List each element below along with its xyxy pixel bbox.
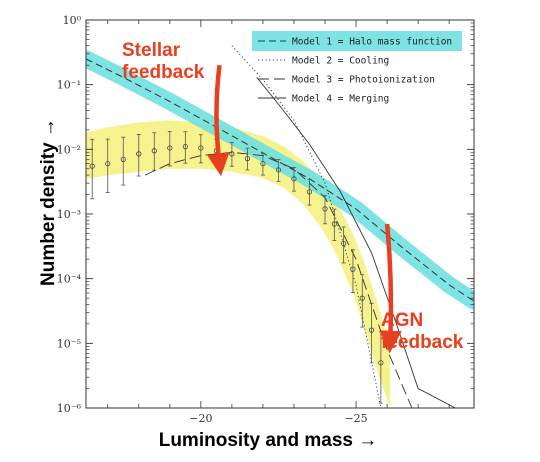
data-point — [151, 148, 157, 154]
data-point — [322, 206, 328, 212]
y-tick-label: 10⁻² — [57, 143, 81, 156]
annotation-arrow — [379, 223, 402, 354]
data-point — [198, 145, 204, 151]
data-point — [182, 144, 188, 150]
data-point — [136, 151, 142, 157]
y-tick-label: 10⁻⁶ — [57, 402, 82, 415]
series-line-3 — [144, 151, 413, 408]
data-point — [306, 189, 313, 195]
data-point — [378, 360, 384, 366]
y-axis-title: Number density → — [38, 118, 59, 286]
x-tick-label: −25 — [344, 412, 367, 425]
y-tick-label: 10⁻⁴ — [57, 273, 82, 286]
annotation-label: Stellar — [122, 40, 181, 61]
series-line-1 — [86, 58, 474, 302]
data-point — [341, 240, 347, 247]
legend-label: Model 3 = Photoionization — [292, 75, 435, 86]
data-point — [368, 327, 375, 333]
x-axis-title: Luminosity and mass → — [159, 430, 378, 451]
data-point — [359, 295, 365, 301]
series-line-4 — [256, 77, 456, 408]
axes: −20 −25 10⁰ 10⁻¹ 10⁻² 10⁻³ 10⁻⁴ 10⁻⁵ 10⁻⁶ — [57, 14, 475, 425]
data-point — [229, 151, 235, 157]
y-tick-label: 10⁻⁵ — [57, 337, 81, 350]
data-point — [105, 161, 111, 167]
annotation-arrow — [207, 64, 230, 177]
data-point — [120, 156, 126, 162]
y-tick-label: 10⁰ — [63, 14, 82, 27]
legend-label: Model 2 = Cooling — [292, 56, 389, 67]
data-point — [244, 155, 251, 162]
plot-area — [86, 45, 474, 408]
y-tick-label: 10⁻¹ — [57, 79, 81, 92]
annotation-label: feedback — [381, 332, 464, 353]
legend-label: Model 4 = Merging — [292, 94, 389, 105]
annotation-label: feedback — [122, 62, 205, 83]
x-tick-label: −20 — [189, 412, 212, 425]
data-point — [260, 161, 266, 167]
legend-label: Model 1 = Halo mass function — [292, 37, 452, 48]
data-point — [350, 266, 356, 272]
data-point — [331, 221, 337, 227]
data-point — [291, 176, 297, 182]
legend-highlight — [252, 31, 462, 51]
y-tick-label: 10⁻³ — [57, 208, 81, 221]
observed-band — [86, 120, 391, 408]
legend: Model 1 = Halo mass function Model 2 = Co… — [252, 31, 462, 105]
annotation-label: AGN — [381, 310, 423, 331]
data-point — [167, 145, 173, 151]
data-point — [275, 167, 282, 173]
data-point — [89, 163, 95, 169]
